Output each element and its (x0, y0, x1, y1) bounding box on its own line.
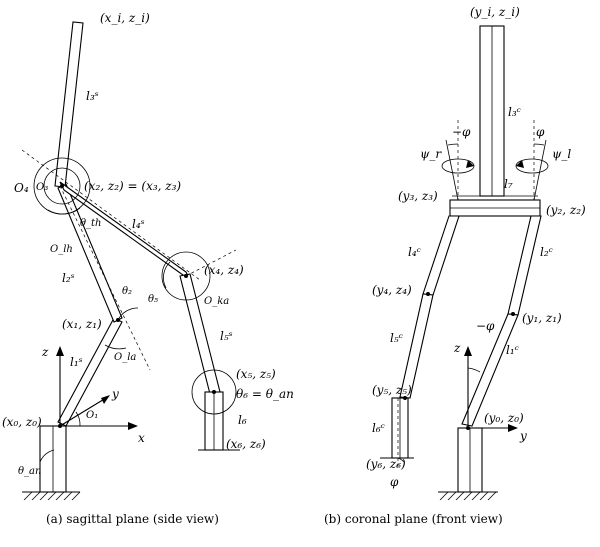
sagittal-caption: (a) sagittal plane (side view) (46, 512, 219, 526)
sagittal-label-z: z (41, 345, 49, 359)
sagittal-label-theta6: θ₆ = θ_an (236, 387, 294, 401)
sagittal-link-l5 (179, 273, 221, 395)
coronal-label-p6: (y₆, z₆) (366, 457, 406, 471)
coronal-link-l2 (507, 215, 542, 316)
sagittal-label-l6: l₆ (238, 413, 247, 427)
coronal-label-phi-bottom: φ (390, 475, 399, 489)
sagittal-label-l5: l₅ˢ (220, 329, 233, 343)
coronal-label-y: y (519, 429, 527, 443)
sagittal-base-axes (56, 346, 138, 430)
coronal-label-p4: (y₄, z₄) (372, 283, 412, 297)
sagittal-label-theta-th: θ_th (80, 218, 101, 229)
sagittal-label-o1: O₁ (86, 410, 98, 421)
sagittal-label-p5: (x₅, z₅) (236, 367, 276, 381)
sagittal-label-l3: l₃ˢ (86, 89, 99, 103)
coronal-label-l5: l₅ᶜ (390, 331, 403, 345)
sagittal-label-theta-an: θ_an (18, 466, 41, 477)
sagittal-label-theta5: θ₅ (148, 294, 158, 305)
coronal-label-p5: (y₅, z₅) (372, 383, 412, 397)
sagittal-label-pi: (x_i, z_i) (100, 11, 150, 25)
coronal-label-l1: l₁ᶜ (506, 343, 519, 357)
coronal-label-pi: (y_i, z_i) (470, 5, 520, 19)
coronal-label-l4: l₄ᶜ (408, 245, 421, 259)
sagittal-label-p6: (x₆, z₆) (226, 437, 266, 451)
sagittal-link-l1 (57, 317, 123, 427)
coronal-label-l7: l₇ (504, 177, 513, 191)
sagittal-label-l2: l₂ˢ (62, 271, 75, 285)
sagittal-angle-arcs (33, 157, 237, 463)
coronal-label-p3: (y₃, z₃) (398, 189, 438, 203)
sagittal-label-o-ka: O_ka (204, 296, 229, 307)
sagittal-label-p0: (x₀, z₀) (2, 415, 42, 429)
sagittal-label-x: x (138, 431, 145, 445)
sagittal-ground (22, 491, 81, 501)
coronal-label-phi: φ (536, 125, 545, 139)
coronal-label-psi-r: ψ_r (420, 147, 442, 161)
sagittal-guide-2 (59, 185, 151, 371)
coronal-label-l2: l₂ᶜ (540, 245, 553, 259)
coronal-ground (438, 491, 498, 501)
coronal-label-z: z (453, 341, 461, 355)
coronal-label-neg-phi2: −φ (476, 319, 495, 333)
sagittal-label-o-la: O_la (114, 352, 136, 363)
sagittal-label-l4: l₄ˢ (132, 217, 145, 231)
sagittal-label-o3: O₃ (36, 182, 48, 193)
coronal-panel: (y_i, z_i) l₃ᶜ −φ φ ψ_r ψ_l l₇ (y₃, z₃) … (324, 5, 586, 526)
coronal-caption: (b) coronal plane (front view) (324, 512, 503, 526)
coronal-link-l4 (422, 215, 460, 296)
sagittal-label-p2: (x₂, z₂) = (x₃, z₃) (84, 179, 181, 193)
sagittal-panel: (x_i, z_i) l₃ˢ O₄ O₃ (x₂, z₂) = (x₃, z₃)… (2, 11, 294, 526)
sagittal-label-l1: l₁ˢ (70, 355, 83, 369)
coronal-label-l6: l₆ᶜ (372, 421, 385, 435)
coronal-label-l3: l₃ᶜ (508, 105, 521, 119)
sagittal-label-y: y (111, 387, 119, 401)
coronal-label-p0: (y₀, z₀) (484, 411, 524, 425)
coronal-label-p1: (y₁, z₁) (522, 311, 562, 325)
sagittal-link-l3 (54, 21, 84, 188)
sagittal-label-o-lh: O_lh (50, 244, 73, 255)
sagittal-label-p1: (x₁, z₁) (62, 317, 102, 331)
sagittal-label-o4: O₄ (14, 181, 29, 195)
sagittal-guide-1 (21, 149, 201, 281)
coronal-label-p2: (y₂, z₂) (546, 203, 586, 217)
sagittal-label-p4: (x₄, z₄) (204, 263, 244, 277)
coronal-label-neg-phi: −φ (452, 125, 471, 139)
sagittal-label-theta2: θ₂ (122, 286, 132, 297)
coronal-label-psi-l: ψ_l (552, 147, 571, 161)
